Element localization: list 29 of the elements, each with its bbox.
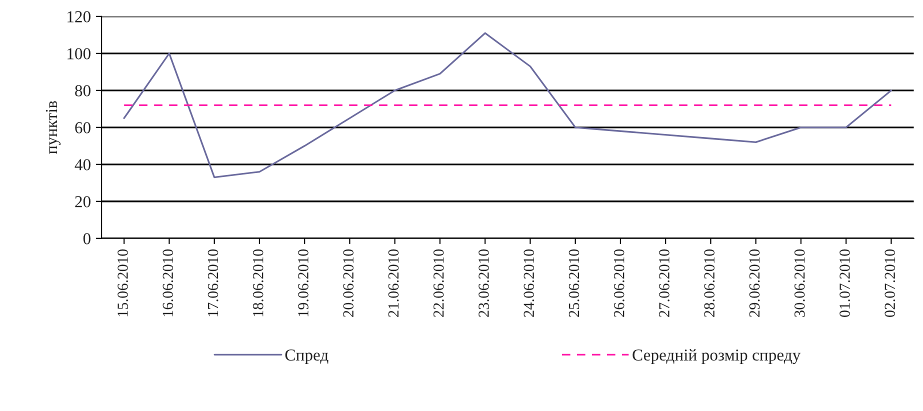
y-tick-label: 100: [68, 48, 90, 60]
y-tick-label: 40: [74, 159, 90, 170]
x-tick-label: 16.06.2010: [162, 249, 174, 316]
x-tick-label: 30.06.2010: [794, 249, 805, 317]
x-tick-label: 23.06.2010: [478, 249, 489, 317]
x-tick-label: 02.07.2010: [884, 249, 896, 317]
y-tick-label: 60: [75, 122, 90, 134]
x-tick-label: 21.06.2010: [388, 249, 399, 317]
legend-label: Середній розмір спреду: [632, 349, 801, 364]
x-tick-label: 20.06.2010: [343, 249, 354, 317]
legend-label: Спред: [285, 349, 328, 364]
x-tick-label: 25.06.2010: [568, 249, 580, 317]
y-tick-label: 80: [75, 85, 90, 96]
x-tick-label: 26.06.2010: [614, 249, 624, 317]
y-tick-label: 20: [75, 196, 90, 208]
y-tick-label: 0: [83, 233, 90, 244]
y-axis-title: пунктів: [46, 101, 61, 154]
x-tick-label: 27.06.2010: [659, 249, 670, 317]
x-tick-label: 18.06.2010: [252, 249, 264, 316]
x-tick-label: 22.06.2010: [433, 249, 444, 317]
y-tick-label: 120: [68, 11, 90, 22]
x-tick-label: 19.06.2010: [298, 249, 308, 316]
x-tick-label: 01.07.2010: [840, 249, 850, 317]
x-tick-label: 17.06.2010: [208, 249, 218, 316]
x-tick-label: 28.06.2010: [704, 249, 715, 317]
x-tick-label: 29.06.2010: [749, 249, 760, 317]
x-tick-label: 15.06.2010: [118, 249, 128, 316]
line-series: [123, 32, 892, 178]
x-tick-label: 24.06.2010: [524, 249, 534, 317]
